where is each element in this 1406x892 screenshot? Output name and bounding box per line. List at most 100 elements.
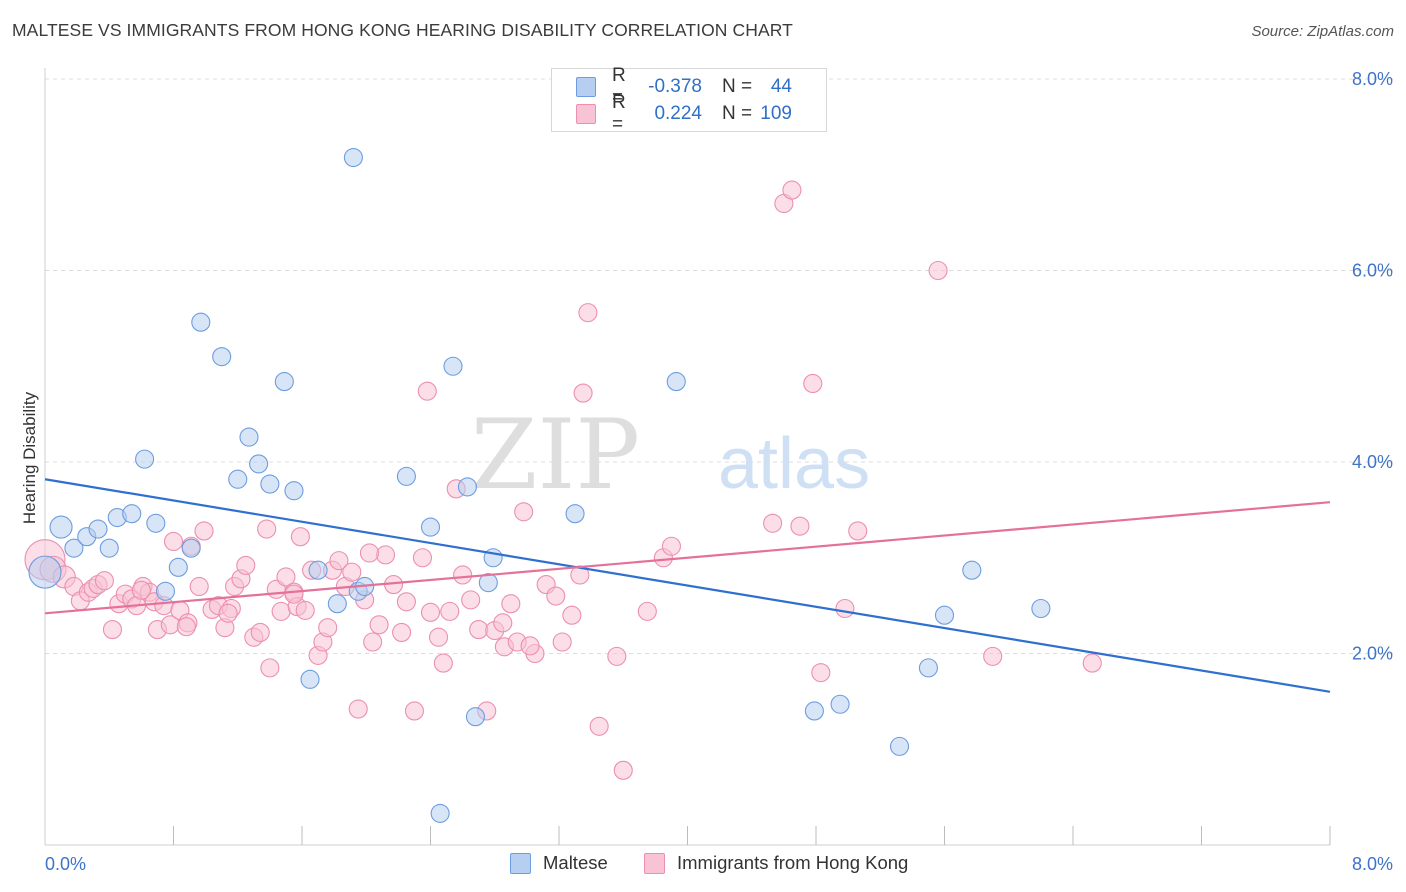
maltese-point: [228, 469, 248, 489]
hong-kong-point: [578, 303, 598, 323]
hong-kong-point: [318, 618, 338, 638]
hong-kong-point: [440, 601, 460, 621]
tick-labels: 2.0% 4.0% 6.0% 8.0% 0.0% 8.0%: [45, 69, 1393, 874]
hong-kong-point: [94, 571, 114, 591]
x-tick-label: 8.0%: [1352, 854, 1393, 874]
maltese-point: [396, 466, 416, 486]
maltese-point: [260, 474, 280, 494]
hong-kong-point: [790, 516, 810, 536]
hong-kong-point: [983, 646, 1003, 666]
hong-kong-point: [811, 663, 831, 683]
hong-kong-point: [428, 627, 449, 647]
hong-kong-point: [613, 760, 633, 780]
hong-kong-point: [835, 598, 855, 619]
legend-swatch-pink: [576, 104, 596, 124]
maltese-point: [284, 481, 304, 501]
hong-kong-point: [928, 260, 948, 281]
maltese-point: [420, 517, 441, 537]
hong-kong-point: [236, 555, 256, 575]
maltese-point: [327, 594, 347, 614]
maltese-point: [88, 519, 108, 539]
maltese-point: [889, 736, 910, 756]
hong-kong-point: [404, 701, 424, 721]
maltese-point: [918, 658, 938, 678]
maltese-point: [146, 513, 166, 533]
hong-kong-point: [763, 513, 783, 533]
maltese-point: [168, 557, 188, 577]
legend-r-value: -0.378: [648, 76, 702, 97]
hong-kong-point: [803, 373, 823, 394]
hong-kong-point: [102, 620, 123, 640]
hong-kong-point: [359, 543, 380, 563]
trend-lines: [44, 478, 1331, 693]
hong-kong-point: [520, 636, 540, 656]
hong-kong-point: [573, 383, 593, 403]
y-tick-label: 2.0%: [1352, 644, 1393, 664]
hong-kong-point: [342, 562, 362, 582]
maltese-point: [300, 669, 320, 689]
y-tick-label: 4.0%: [1352, 452, 1393, 472]
axes: [44, 68, 1331, 846]
hong-kong-point: [163, 531, 184, 552]
series-maltese-points: [28, 147, 1051, 823]
hong-kong-point: [392, 622, 412, 642]
hong-kong-point: [501, 594, 521, 614]
legend-n-label: N =: [722, 76, 753, 97]
maltese-point: [191, 312, 211, 332]
maltese-point: [478, 573, 498, 593]
hong-kong-point: [637, 601, 657, 621]
bottom-legend-swatch-pink: [644, 852, 665, 874]
hong-kong-point: [1082, 653, 1102, 673]
legend-n-label: N =: [722, 103, 753, 124]
maltese-point: [457, 477, 477, 497]
legend-swatch-blue: [576, 77, 596, 97]
maltese-point: [1031, 598, 1051, 619]
hong-kong-point: [369, 615, 389, 635]
hong-kong-point: [589, 716, 609, 736]
hong-kong-point: [260, 658, 280, 678]
maltese-point: [122, 504, 142, 524]
hong-kong-point: [782, 180, 802, 200]
hong-kong-point: [848, 521, 868, 541]
hong-kong-trend-line: [44, 501, 1331, 615]
maltese-point: [274, 372, 294, 392]
hong-kong-point: [257, 519, 277, 539]
maltese-point: [443, 356, 463, 376]
legend-row-hong-kong: R = 0.224 N = 109: [576, 92, 792, 135]
hong-kong-point: [363, 632, 383, 652]
maltese-point: [212, 347, 232, 367]
maltese-point: [465, 707, 486, 727]
hong-kong-point: [661, 536, 681, 556]
maltese-point: [934, 605, 955, 625]
hong-kong-point: [453, 565, 473, 585]
x-tick-label: 0.0%: [45, 854, 86, 874]
hong-kong-point: [290, 527, 310, 547]
maltese-point: [430, 803, 450, 823]
bottom-legend-label-hong-kong: Immigrants from Hong Kong: [677, 852, 909, 873]
legend-row-maltese: R = -0.378 N = 44: [576, 65, 792, 108]
hong-kong-point: [546, 586, 566, 606]
maltese-point: [155, 581, 176, 601]
hong-kong-point: [284, 584, 304, 604]
maltese-point: [239, 427, 259, 447]
hong-kong-point: [469, 620, 489, 640]
hong-kong-point: [417, 381, 437, 401]
legend-r-value: 0.224: [654, 103, 702, 124]
maltese-point: [565, 504, 585, 524]
maltese-point: [181, 538, 201, 558]
legend-n-value: 109: [760, 103, 792, 124]
hong-kong-point: [329, 551, 349, 571]
hong-kong-point: [194, 521, 214, 541]
bottom-legend-hong-kong: Immigrants from Hong Kong: [644, 852, 908, 874]
maltese-point: [666, 372, 686, 392]
maltese-trend-line: [44, 478, 1331, 693]
maltese-point: [962, 560, 982, 580]
hong-kong-point: [552, 632, 572, 652]
hong-kong-point: [412, 548, 433, 568]
maltese-point: [249, 454, 269, 474]
grid-lines: [45, 78, 1393, 654]
maltese-point: [64, 538, 84, 558]
maltese-point: [49, 515, 73, 539]
hong-kong-point: [461, 590, 481, 610]
